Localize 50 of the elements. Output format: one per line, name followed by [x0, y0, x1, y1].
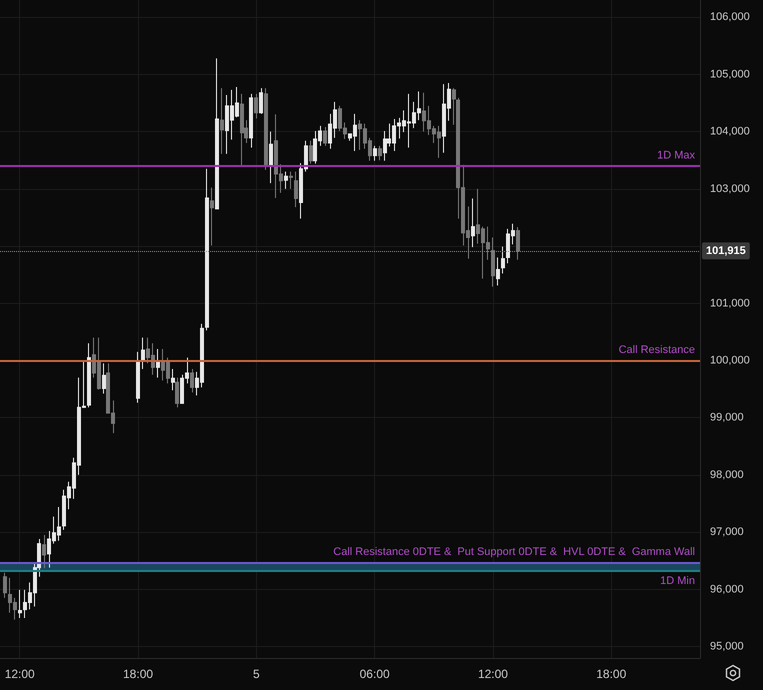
candlestick [190, 368, 194, 394]
x-tick-label: 18:00 [123, 667, 154, 681]
candlestick [254, 93, 258, 119]
candlestick [240, 93, 244, 166]
candlestick [452, 88, 456, 126]
y-tick-label: 103,000 [710, 182, 750, 195]
candlestick [323, 126, 327, 146]
candlestick [284, 171, 288, 190]
candlestick [141, 337, 145, 370]
y-tick-label: 106,000 [710, 11, 750, 24]
candlestick [294, 171, 298, 208]
ref-line-label: 101,915 [706, 244, 746, 257]
x-tick-label: 12:00 [478, 667, 508, 681]
candlestick [309, 140, 313, 164]
y-tick-label: 95,000 [710, 640, 744, 653]
candlestick [205, 168, 209, 331]
x-tick-label: 06:00 [360, 667, 390, 681]
candlestick [501, 246, 505, 274]
x-tick-label: 12:00 [4, 667, 36, 681]
candlestick [249, 93, 253, 148]
candlestick [171, 368, 175, 391]
candlestick [259, 88, 263, 114]
x-tick-label: 18:00 [596, 667, 627, 681]
x-tick-label: 5 [252, 667, 260, 681]
y-tick-label: 104,000 [710, 126, 750, 138]
candlestick [289, 171, 293, 190]
y-tick-label: 101,000 [710, 297, 750, 310]
candlestick [516, 226, 520, 260]
candlestick [215, 58, 219, 210]
y-tick-label: 100,000 [710, 354, 750, 366]
ref-line-label: 1D Max [657, 149, 696, 162]
candlestick [491, 236, 495, 288]
candlestick [471, 198, 475, 248]
candlestick [269, 131, 273, 184]
ref-line-label: Call Resistance 0DTE & Put Support 0DTE & HVL 0DTE & Gamma Wall [333, 546, 695, 558]
y-tick-label: 98,000 [710, 468, 744, 481]
candlestick [264, 88, 268, 170]
ref-line-label: 1D Min [660, 574, 695, 587]
y-tick-label: 97,000 [710, 526, 744, 538]
candlestick [496, 256, 500, 286]
y-tick-label: 105,000 [710, 68, 750, 80]
ref-line-label: Call Resistance [618, 344, 695, 356]
y-tick-label: 99,000 [710, 412, 744, 424]
candlestick [373, 145, 377, 162]
y-tick-label: 96,000 [710, 583, 744, 596]
candlestick [136, 351, 140, 404]
candlestick [220, 88, 224, 154]
candlestick [175, 377, 179, 408]
candlestick [210, 187, 214, 246]
candlestick [378, 145, 382, 161]
